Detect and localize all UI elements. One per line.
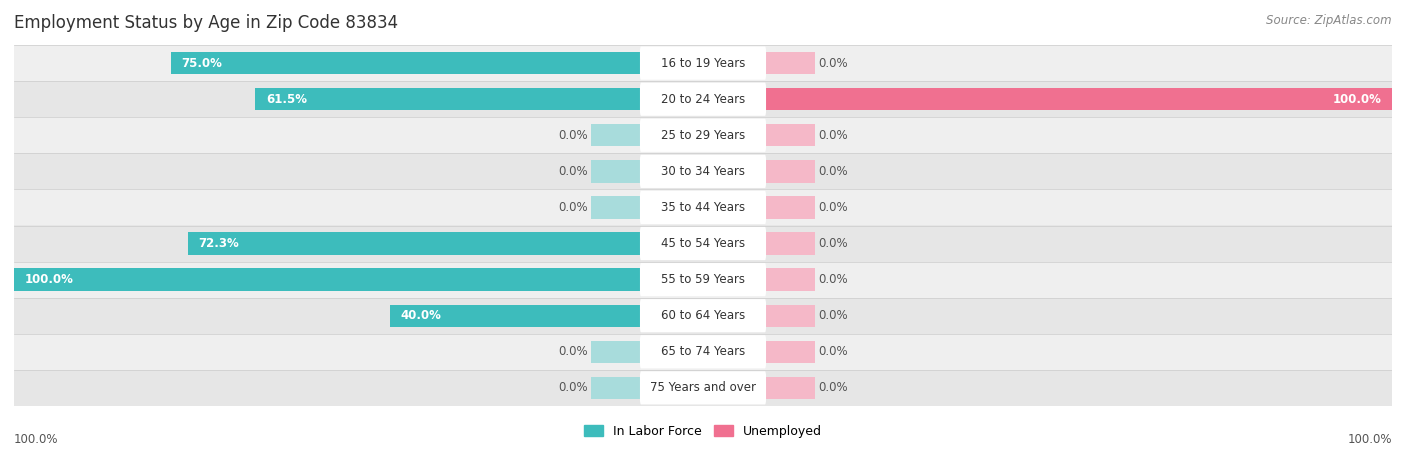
- Bar: [591, 52, 641, 74]
- FancyBboxPatch shape: [640, 371, 766, 405]
- Bar: [14, 370, 1392, 406]
- FancyBboxPatch shape: [640, 155, 766, 188]
- Bar: [14, 298, 1392, 334]
- Text: 25 to 29 Years: 25 to 29 Years: [661, 129, 745, 142]
- FancyBboxPatch shape: [640, 335, 766, 368]
- Bar: [591, 268, 641, 291]
- Bar: [765, 160, 815, 183]
- Bar: [14, 268, 641, 291]
- Legend: In Labor Force, Unemployed: In Labor Force, Unemployed: [579, 420, 827, 443]
- Text: Source: ZipAtlas.com: Source: ZipAtlas.com: [1267, 14, 1392, 27]
- Bar: [14, 189, 1392, 226]
- Bar: [765, 268, 815, 291]
- Text: 61.5%: 61.5%: [266, 93, 307, 106]
- Text: 35 to 44 Years: 35 to 44 Years: [661, 201, 745, 214]
- Text: 16 to 19 Years: 16 to 19 Years: [661, 57, 745, 69]
- FancyBboxPatch shape: [640, 191, 766, 224]
- Bar: [591, 196, 641, 219]
- Bar: [765, 341, 815, 363]
- Text: 0.0%: 0.0%: [818, 165, 848, 178]
- Text: 0.0%: 0.0%: [558, 165, 588, 178]
- Bar: [765, 88, 815, 110]
- Bar: [14, 117, 1392, 153]
- Bar: [14, 45, 1392, 81]
- FancyBboxPatch shape: [640, 83, 766, 116]
- Bar: [14, 153, 1392, 189]
- Bar: [14, 262, 1392, 298]
- Text: 0.0%: 0.0%: [818, 201, 848, 214]
- Bar: [591, 124, 641, 147]
- Text: 0.0%: 0.0%: [558, 129, 588, 142]
- Bar: [591, 377, 641, 399]
- Bar: [765, 124, 815, 147]
- Bar: [591, 341, 641, 363]
- Text: 0.0%: 0.0%: [558, 345, 588, 358]
- Text: 20 to 24 Years: 20 to 24 Years: [661, 93, 745, 106]
- Bar: [256, 88, 641, 110]
- Text: 100.0%: 100.0%: [1347, 433, 1392, 446]
- Bar: [591, 304, 641, 327]
- Text: 0.0%: 0.0%: [818, 237, 848, 250]
- Text: 75.0%: 75.0%: [181, 57, 222, 69]
- FancyBboxPatch shape: [640, 227, 766, 260]
- Text: 0.0%: 0.0%: [818, 273, 848, 286]
- Text: 75 Years and over: 75 Years and over: [650, 382, 756, 394]
- Text: 0.0%: 0.0%: [818, 57, 848, 69]
- Bar: [14, 81, 1392, 117]
- Text: 0.0%: 0.0%: [818, 382, 848, 394]
- FancyBboxPatch shape: [640, 46, 766, 80]
- FancyBboxPatch shape: [640, 119, 766, 152]
- Bar: [765, 88, 1392, 110]
- Bar: [391, 304, 641, 327]
- Text: 100.0%: 100.0%: [1333, 93, 1382, 106]
- FancyBboxPatch shape: [640, 263, 766, 296]
- Text: 65 to 74 Years: 65 to 74 Years: [661, 345, 745, 358]
- Text: 0.0%: 0.0%: [558, 382, 588, 394]
- Text: 40.0%: 40.0%: [401, 309, 441, 322]
- Bar: [765, 196, 815, 219]
- Bar: [188, 232, 641, 255]
- Text: 0.0%: 0.0%: [818, 345, 848, 358]
- Bar: [765, 52, 815, 74]
- Bar: [591, 160, 641, 183]
- Bar: [14, 226, 1392, 262]
- Text: 0.0%: 0.0%: [818, 129, 848, 142]
- Bar: [591, 232, 641, 255]
- Text: 55 to 59 Years: 55 to 59 Years: [661, 273, 745, 286]
- Text: 60 to 64 Years: 60 to 64 Years: [661, 309, 745, 322]
- Bar: [765, 232, 815, 255]
- Bar: [591, 88, 641, 110]
- Text: 30 to 34 Years: 30 to 34 Years: [661, 165, 745, 178]
- Bar: [14, 334, 1392, 370]
- Bar: [765, 304, 815, 327]
- FancyBboxPatch shape: [640, 299, 766, 332]
- Bar: [170, 52, 641, 74]
- Text: 100.0%: 100.0%: [24, 273, 73, 286]
- Text: Employment Status by Age in Zip Code 83834: Employment Status by Age in Zip Code 838…: [14, 14, 398, 32]
- Text: 72.3%: 72.3%: [198, 237, 239, 250]
- Text: 100.0%: 100.0%: [14, 433, 59, 446]
- Text: 0.0%: 0.0%: [558, 201, 588, 214]
- Text: 45 to 54 Years: 45 to 54 Years: [661, 237, 745, 250]
- Bar: [765, 377, 815, 399]
- Text: 0.0%: 0.0%: [818, 309, 848, 322]
